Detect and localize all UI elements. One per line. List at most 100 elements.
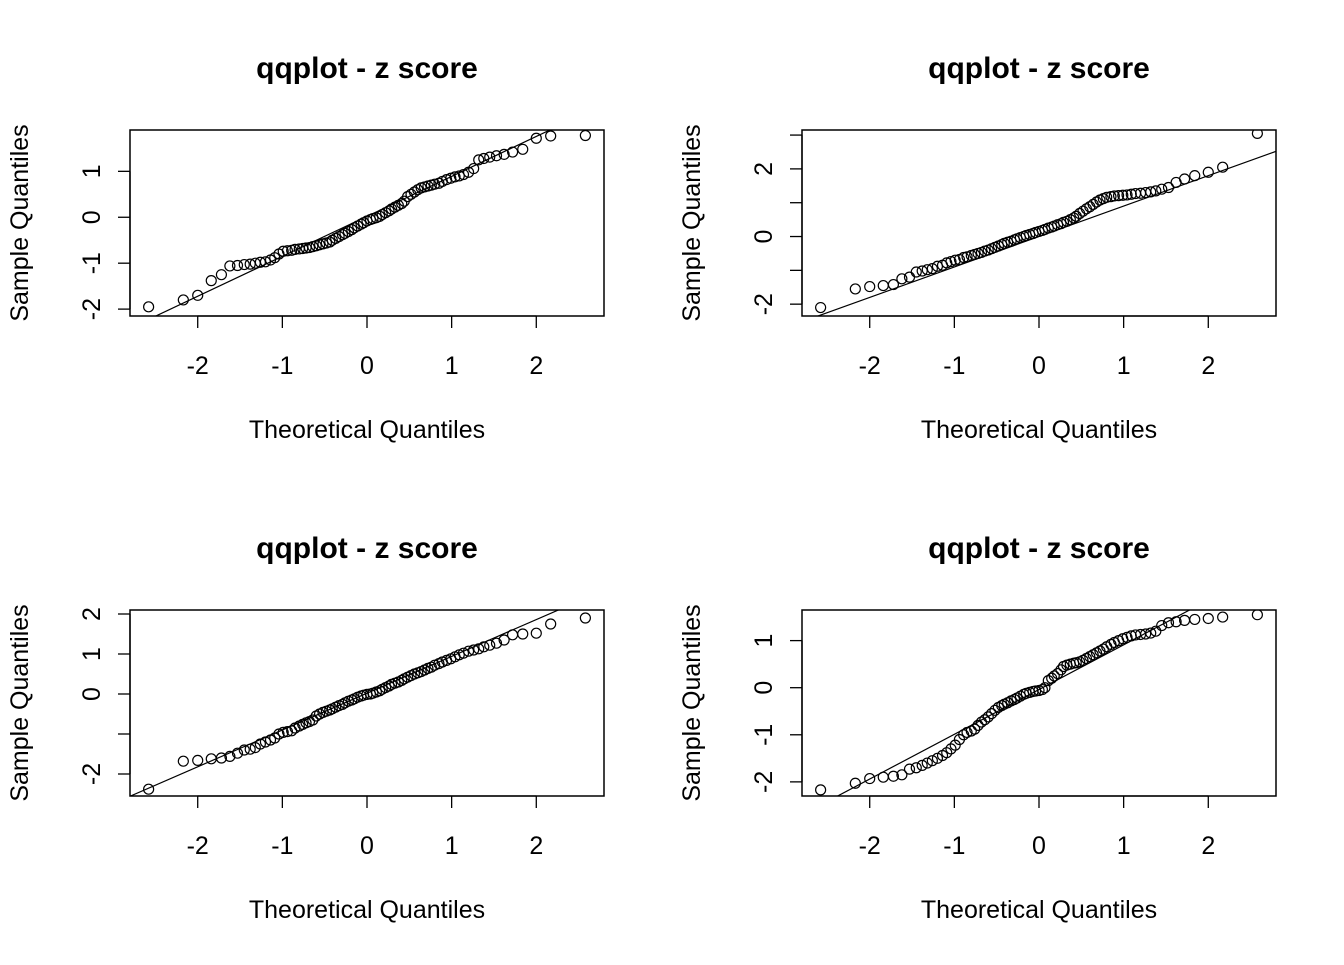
data-point <box>910 762 922 774</box>
data-point <box>1150 185 1162 197</box>
y-axis: -2 0 2 <box>750 134 803 315</box>
data-point <box>1101 191 1113 203</box>
qq-panel-2: qqplot - z score -2 -1 0 1 2 Theoretical Quant… <box>678 52 1277 444</box>
y-tick-label: 0 <box>78 687 106 701</box>
data-point <box>545 618 557 630</box>
data-point <box>478 152 490 165</box>
data-point <box>969 723 981 735</box>
data-point <box>1170 616 1182 628</box>
data-point <box>336 698 349 711</box>
data-point <box>896 769 908 781</box>
data-point <box>1162 181 1175 194</box>
data-point <box>1251 610 1263 621</box>
y-tick-label: 2 <box>750 162 778 176</box>
plot-frame <box>129 609 605 797</box>
y-tick-label: 2 <box>78 607 106 621</box>
data-point <box>1039 682 1051 694</box>
data-point <box>498 634 510 646</box>
data-point <box>982 711 994 723</box>
data-point <box>530 627 542 639</box>
data-point <box>238 258 250 271</box>
data-point <box>972 719 984 731</box>
plot-frame <box>801 129 1277 317</box>
plot-frame <box>801 609 1277 797</box>
x-axis: -2 -1 0 1 2 <box>187 315 543 380</box>
data-point <box>490 637 503 649</box>
data-point <box>887 278 900 291</box>
data-point <box>254 256 266 268</box>
data-point <box>579 612 591 624</box>
data-point <box>910 266 922 278</box>
y-axis: -2 0 1 2 <box>78 607 131 785</box>
x-tick-label: 2 <box>529 832 543 860</box>
data-point <box>192 289 204 301</box>
chart-title: qqplot - z score <box>928 532 1150 565</box>
x-axis-label: Theoretical Quantiles <box>249 416 485 444</box>
data-point <box>1112 190 1125 202</box>
y-tick-label: -1 <box>750 724 778 746</box>
plot-area <box>143 130 591 316</box>
data-point <box>231 747 244 759</box>
data-point <box>143 301 155 313</box>
data-point <box>1140 628 1152 640</box>
x-tick-label: 1 <box>1117 832 1131 860</box>
data-point <box>506 629 519 641</box>
y-axis-label: Sample Quantiles <box>678 124 706 321</box>
data-point <box>926 755 938 767</box>
data-point <box>1008 693 1021 706</box>
data-point <box>478 641 490 653</box>
data-point <box>506 146 519 158</box>
x-tick-label: 1 <box>445 832 459 860</box>
y-axis: -2 -1 0 1 <box>750 634 803 793</box>
data-point <box>1189 613 1201 626</box>
data-point <box>143 783 155 795</box>
data-point <box>177 755 189 767</box>
x-tick-label: -2 <box>187 352 209 380</box>
data-point <box>259 736 272 748</box>
data-point <box>177 294 189 306</box>
y-tick-label: 0 <box>750 681 778 695</box>
plot-area <box>130 610 591 796</box>
data-point <box>1202 166 1214 178</box>
qq-reference-line <box>836 610 1191 796</box>
data-point <box>231 259 244 272</box>
y-axis-label: Sample Quantiles <box>678 604 706 801</box>
data-point <box>896 273 908 285</box>
data-point <box>281 245 294 257</box>
x-tick-label: -1 <box>271 832 293 860</box>
data-point <box>517 143 529 155</box>
data-point <box>383 680 395 692</box>
plot-area <box>815 130 1276 316</box>
qq-panel-1: qqplot - z score -2 -1 0 1 2 Theoretical Quant… <box>6 52 605 444</box>
data-point <box>1048 670 1060 682</box>
data-point <box>916 265 928 277</box>
y-tick-label: 1 <box>78 164 106 178</box>
data-point <box>346 224 358 236</box>
x-tick-label: -1 <box>943 832 965 860</box>
chart-title: qqplot - z score <box>928 52 1150 85</box>
x-tick-label: -2 <box>859 832 881 860</box>
data-point <box>996 699 1008 712</box>
data-point <box>429 178 441 190</box>
data-point <box>877 771 889 783</box>
data-point <box>307 714 319 726</box>
data-point <box>1162 617 1175 629</box>
x-tick-label: -2 <box>187 832 209 860</box>
data-point <box>215 752 228 764</box>
y-tick-label: -2 <box>78 763 106 785</box>
data-point <box>473 643 485 655</box>
data-point <box>449 171 461 183</box>
x-tick-label: 1 <box>1117 352 1131 380</box>
y-tick-label: -2 <box>78 298 106 320</box>
x-axis: -2 -1 0 1 2 <box>859 315 1215 380</box>
data-point <box>484 151 496 163</box>
x-tick-label: -1 <box>271 352 293 380</box>
y-tick-label: 1 <box>750 634 778 648</box>
data-point <box>254 738 266 750</box>
data-point <box>224 750 236 763</box>
data-point <box>468 644 480 656</box>
y-tick-label: -2 <box>750 771 778 793</box>
data-point <box>579 130 591 142</box>
data-point <box>545 130 557 142</box>
data-point <box>1121 189 1133 201</box>
